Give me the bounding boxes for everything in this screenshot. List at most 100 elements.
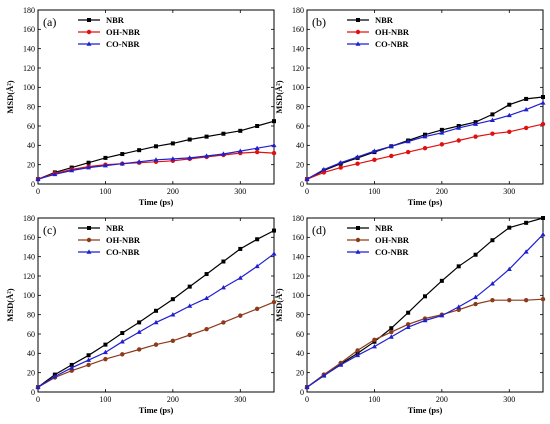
data-point — [540, 100, 546, 105]
y-tick-label: 40 — [27, 349, 35, 358]
data-point — [473, 252, 478, 257]
data-point — [405, 322, 411, 327]
legend-entry: CO-NBR — [106, 39, 140, 49]
data-point — [473, 301, 478, 307]
legend-marker — [355, 29, 361, 35]
y-tick-label: 160 — [23, 233, 35, 242]
data-point — [35, 384, 41, 389]
data-point — [254, 306, 260, 312]
data-point — [406, 310, 411, 315]
legend-marker — [86, 41, 92, 46]
data-point — [187, 284, 192, 289]
data-point — [52, 373, 58, 379]
y-tick-label: 80 — [27, 310, 35, 319]
data-point — [187, 303, 193, 308]
data-point — [220, 151, 226, 156]
data-point — [120, 152, 125, 157]
data-point — [338, 165, 343, 170]
legend-entry: NBR — [106, 15, 125, 25]
legend-marker — [86, 237, 92, 243]
data-point — [490, 297, 495, 303]
legend-marker — [355, 237, 361, 243]
x-tick-label: 200 — [436, 395, 448, 404]
data-point — [272, 228, 276, 233]
y-tick-label: 180 — [292, 6, 304, 15]
y-tick-label: 120 — [292, 272, 304, 281]
legend-marker — [87, 226, 91, 230]
legend-marker — [355, 41, 361, 46]
data-point — [490, 238, 495, 243]
data-point — [388, 143, 394, 149]
legend-entry: OH-NBR — [106, 27, 141, 37]
y-axis-label: MSD(Å²) — [274, 80, 284, 113]
y-tick-label: 60 — [296, 330, 304, 339]
legend: NBR OH-NBR CO-NBR — [78, 223, 141, 257]
series-line — [306, 298, 544, 388]
data-point — [338, 160, 344, 165]
panel-label: (a) — [43, 15, 56, 29]
data-point — [221, 131, 226, 136]
x-tick-label: 300 — [234, 187, 246, 196]
y-tick-label: 0 — [300, 180, 304, 189]
y-axis-label: MSD(Å²) — [5, 288, 15, 321]
y-tick-label: 180 — [23, 6, 35, 15]
data-point — [456, 138, 461, 143]
data-point — [255, 237, 260, 242]
series-co-nbr — [304, 100, 546, 181]
data-point — [304, 384, 310, 389]
x-axis-label: Time (ps) — [139, 197, 174, 207]
series-nbr — [36, 228, 276, 390]
data-point — [120, 352, 125, 357]
data-point — [221, 320, 226, 325]
y-tick-label: 20 — [27, 368, 35, 377]
chart-panel-4: 0 20 40 60 80 100 120 140 160 180 0 100 200 300 Time (… — [274, 214, 546, 415]
data-point — [490, 131, 495, 136]
data-point — [69, 167, 75, 173]
data-point — [506, 112, 512, 118]
legend-marker — [355, 249, 361, 254]
data-point — [338, 362, 344, 367]
y-tick-label: 60 — [27, 122, 35, 131]
series-co-nbr — [35, 251, 277, 389]
data-point — [153, 342, 159, 347]
data-point — [372, 157, 377, 163]
data-point — [489, 281, 495, 286]
data-point — [136, 329, 142, 334]
data-point — [405, 138, 411, 144]
y-tick-label: 100 — [292, 291, 304, 300]
data-point — [187, 332, 192, 338]
chart-panel-1: 0 20 40 60 80 100 120 140 160 180 0 100 200 300 Time (… — [5, 6, 277, 207]
data-point — [255, 124, 260, 128]
series-line — [306, 233, 544, 388]
y-tick-label: 180 — [292, 214, 304, 223]
data-point — [154, 308, 158, 313]
data-point — [254, 263, 260, 269]
data-point — [321, 372, 327, 378]
data-point — [238, 128, 243, 133]
data-point — [103, 155, 108, 160]
y-tick-label: 160 — [23, 25, 35, 34]
legend-marker — [86, 29, 92, 35]
data-point — [507, 102, 512, 107]
x-axis-label: Time (ps) — [408, 197, 443, 207]
data-point — [102, 163, 108, 168]
legend-marker — [87, 18, 91, 22]
y-tick-label: 140 — [292, 44, 304, 53]
data-point — [153, 319, 159, 325]
data-point — [523, 249, 529, 254]
data-point — [507, 129, 512, 134]
data-point — [423, 294, 427, 299]
legend-entry: OH-NBR — [375, 27, 410, 37]
data-point — [355, 154, 361, 159]
y-tick-label: 180 — [23, 214, 35, 223]
legend-entry: CO-NBR — [375, 39, 409, 49]
legend: NBR OH-NBR CO-NBR — [347, 223, 410, 257]
legend-entry: OH-NBR — [106, 235, 141, 245]
series-co-nbr — [304, 231, 546, 389]
x-tick-label: 0 — [305, 395, 309, 404]
data-point — [120, 331, 125, 336]
x-tick-label: 300 — [503, 187, 515, 196]
data-point — [204, 272, 209, 277]
data-point — [86, 353, 91, 358]
